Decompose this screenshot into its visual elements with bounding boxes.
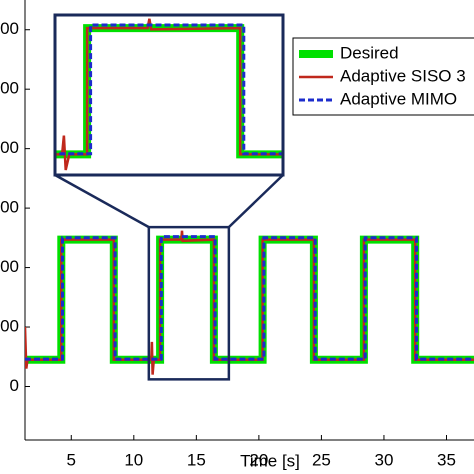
x-axis-label: Time [s] — [240, 451, 300, 470]
x-tick-label: 20 — [249, 450, 268, 469]
y-tick-label: 0 — [10, 376, 19, 395]
legend-label: Adaptive MIMO — [340, 89, 457, 108]
zoom-box — [147, 225, 231, 381]
x-tick-label: 15 — [187, 450, 206, 469]
y-tick-label: 400 — [0, 138, 19, 157]
inset — [55, 18, 283, 171]
line-series — [25, 235, 474, 364]
inset-frame — [53, 13, 285, 177]
y-tick-label: 500 — [0, 79, 19, 98]
x-tick-label: 10 — [124, 450, 143, 469]
line-series — [25, 235, 474, 361]
y-tick-label: 100 — [0, 317, 19, 336]
legend-label: Adaptive SISO 3 — [340, 66, 466, 85]
zoom-connector — [54, 173, 150, 229]
x-tick-label: 35 — [437, 450, 456, 469]
x-tick-label: 25 — [312, 450, 331, 469]
x-tick-label: 5 — [67, 450, 76, 469]
y-tick-label: 200 — [0, 257, 19, 276]
zoom-connector — [227, 174, 284, 229]
line-series — [55, 18, 283, 171]
x-tick-label: 30 — [374, 450, 393, 469]
legend-label: Desired — [340, 43, 399, 62]
line-series — [25, 230, 474, 375]
y-tick-label: 600 — [0, 19, 19, 38]
plot-area — [25, 230, 474, 375]
y-tick-label: 300 — [0, 198, 19, 217]
